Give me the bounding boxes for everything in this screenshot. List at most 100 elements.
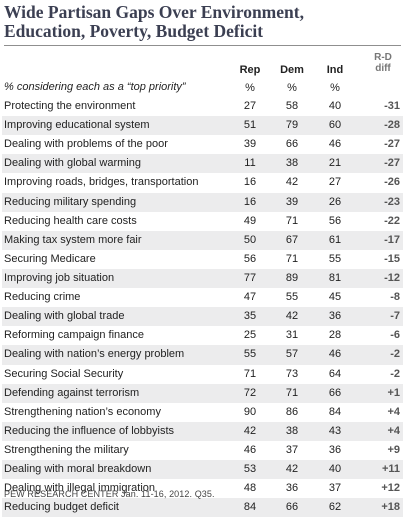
row-label: Reducing the influence of lobbyists bbox=[4, 424, 174, 437]
value-diff: +18 bbox=[381, 501, 400, 514]
row-label: Reducing budget deficit bbox=[4, 501, 119, 514]
row-label: Reducing military spending bbox=[4, 195, 137, 208]
value-ind: 43 bbox=[328, 424, 342, 437]
value-rep: 53 bbox=[243, 463, 257, 476]
value-dem: 58 bbox=[285, 100, 299, 112]
value-diff: +11 bbox=[381, 463, 400, 476]
value-rep: 90 bbox=[243, 405, 257, 418]
value-rep: 27 bbox=[243, 100, 257, 112]
row-label: Dealing with global trade bbox=[4, 310, 125, 323]
table-row: Dealing with global trade 35 42 36 -7 bbox=[0, 307, 405, 327]
value-ind: 81 bbox=[328, 271, 342, 284]
table-row: Making tax system more fair 50 67 61 -17 bbox=[0, 230, 405, 250]
value-rep: 42 bbox=[243, 424, 257, 437]
value-rep: 16 bbox=[243, 195, 257, 208]
row-label: Dealing with global warming bbox=[4, 157, 141, 170]
table-row: Dealing with global warming 11 38 21 -27 bbox=[0, 154, 405, 174]
table-row: Improving educational system 51 79 60 -28 bbox=[0, 116, 405, 136]
row-label: Improving roads, bridges, transportation bbox=[4, 176, 199, 189]
value-rep: 48 bbox=[243, 482, 257, 495]
value-rep: 47 bbox=[243, 291, 257, 304]
value-diff: -8 bbox=[390, 291, 400, 304]
value-diff: +9 bbox=[387, 443, 400, 456]
value-dem: 67 bbox=[285, 233, 299, 246]
row-label: Making tax system more fair bbox=[4, 233, 142, 246]
row-label: Dealing with moral breakdown bbox=[4, 463, 152, 476]
table-row: Reducing military spending 16 39 26 -23 bbox=[0, 192, 405, 212]
value-dem: 55 bbox=[285, 291, 299, 304]
value-rep: 72 bbox=[243, 386, 257, 399]
row-label: Protecting the environment bbox=[4, 100, 136, 112]
value-rep: 50 bbox=[243, 233, 257, 246]
value-dem: 66 bbox=[285, 138, 299, 151]
row-label: Reforming campaign finance bbox=[4, 329, 145, 342]
value-diff: -23 bbox=[384, 195, 400, 208]
table-row: Improving roads, bridges, transportation… bbox=[0, 173, 405, 192]
value-diff: -27 bbox=[384, 138, 400, 151]
column-header-diff-line-2: diff bbox=[375, 63, 391, 74]
value-dem: 89 bbox=[285, 271, 299, 284]
value-diff: -12 bbox=[384, 271, 400, 284]
row-label: Defending against terrorism bbox=[4, 386, 140, 399]
column-header-dem: Dem bbox=[280, 64, 304, 76]
table-row: Reducing health care costs 49 71 56 -22 bbox=[0, 212, 405, 231]
value-dem: 71 bbox=[285, 252, 299, 265]
value-ind: 40 bbox=[328, 100, 342, 112]
value-dem: 66 bbox=[285, 501, 299, 514]
value-ind: 64 bbox=[328, 367, 342, 380]
value-diff: -2 bbox=[390, 348, 400, 361]
value-diff: +12 bbox=[381, 482, 400, 495]
value-dem: 31 bbox=[285, 329, 299, 342]
value-diff: -17 bbox=[384, 233, 400, 246]
value-dem: 37 bbox=[285, 443, 299, 456]
percent-unit-ind: % bbox=[330, 82, 340, 94]
table-row: Reducing the influence of lobbyists 42 38 4… bbox=[0, 421, 405, 442]
value-ind: 36 bbox=[328, 310, 342, 323]
priority-table: Protecting the environment 27 58 40 -31 Impro… bbox=[0, 97, 405, 517]
value-rep: 35 bbox=[243, 310, 257, 323]
table-row: Reducing crime 47 55 45 -8 bbox=[0, 288, 405, 307]
table-row: Strengthening nation’s economy 90 86 84 +4 bbox=[0, 403, 405, 422]
value-ind: 37 bbox=[328, 482, 342, 495]
value-rep: 49 bbox=[243, 214, 257, 227]
value-ind: 55 bbox=[328, 252, 342, 265]
table-row: Reforming campaign finance 25 31 28 -6 bbox=[0, 326, 405, 345]
table-row: Dealing with moral breakdown 53 42 40 +11 bbox=[0, 460, 405, 480]
value-rep: 16 bbox=[243, 176, 257, 189]
value-rep: 77 bbox=[243, 271, 257, 284]
percent-unit-dem: % bbox=[287, 82, 297, 94]
value-rep: 39 bbox=[243, 138, 257, 151]
row-label: Improving job situation bbox=[4, 271, 115, 284]
value-diff: -28 bbox=[384, 119, 400, 132]
row-label: Reducing crime bbox=[4, 291, 81, 304]
table-row: Improving job situation 77 89 81 -12 bbox=[0, 268, 405, 289]
value-rep: 51 bbox=[243, 119, 257, 132]
row-label: Improving educational system bbox=[4, 119, 150, 132]
row-label: Strengthening nation’s economy bbox=[4, 405, 161, 418]
row-label: Securing Medicare bbox=[4, 252, 96, 265]
value-ind: 26 bbox=[328, 195, 342, 208]
value-rep: 56 bbox=[243, 252, 257, 265]
value-ind: 21 bbox=[328, 157, 342, 170]
value-diff: +1 bbox=[387, 386, 400, 399]
value-ind: 27 bbox=[328, 176, 342, 189]
table-row: Dealing with nation’s energy problem 55 57… bbox=[0, 345, 405, 365]
percent-unit-rep: % bbox=[245, 82, 255, 94]
table-row: Dealing with problems of the poor 39 66 46 -… bbox=[0, 135, 405, 154]
value-ind: 56 bbox=[328, 214, 342, 227]
value-diff: -26 bbox=[384, 176, 400, 189]
table-row: Reducing budget deficit 84 66 62 +18 bbox=[0, 498, 405, 517]
value-diff: +4 bbox=[387, 405, 400, 418]
table-row: Dealing with illegal immigration 48 36 37 +1… bbox=[0, 479, 405, 498]
value-rep: 25 bbox=[243, 329, 257, 342]
column-header-diff-line-1: R-D bbox=[374, 52, 392, 63]
value-dem: 39 bbox=[285, 195, 299, 208]
value-dem: 71 bbox=[285, 214, 299, 227]
column-header-diff: R-D diff bbox=[364, 52, 402, 74]
value-dem: 86 bbox=[285, 405, 299, 418]
value-diff: -15 bbox=[384, 252, 400, 265]
value-ind: 61 bbox=[328, 233, 342, 246]
chart-title-line-1: Wide Partisan Gaps Over Environment, bbox=[4, 2, 304, 22]
value-dem: 42 bbox=[285, 176, 299, 189]
value-diff: +4 bbox=[387, 424, 400, 437]
